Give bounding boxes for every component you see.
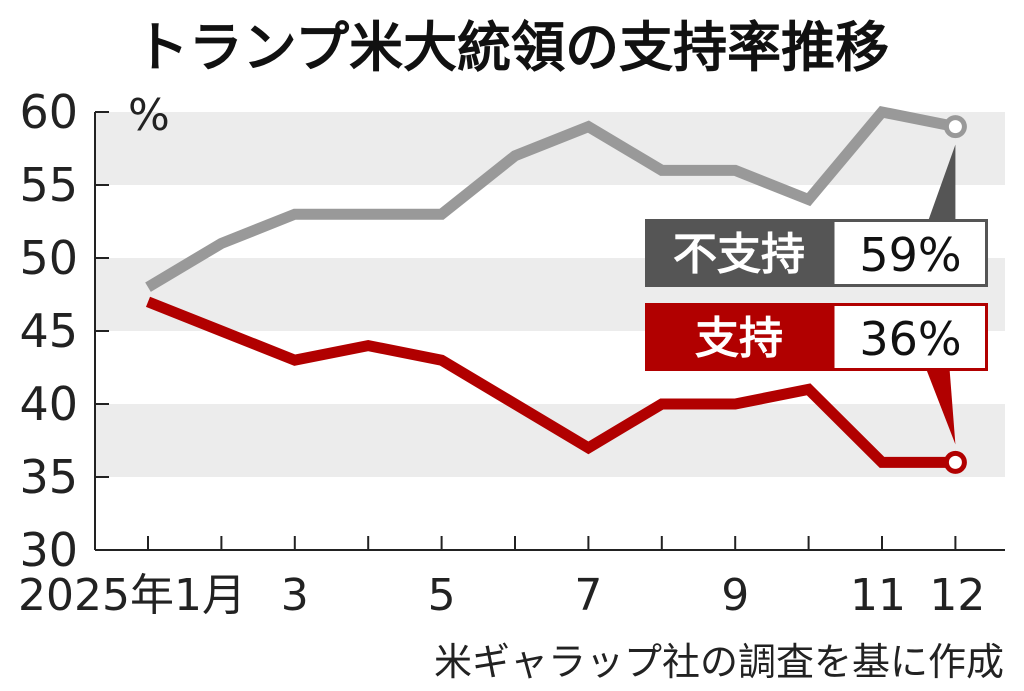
disapprove-value-box <box>831 219 988 287</box>
approve-end-marker <box>943 450 967 474</box>
disapprove-label-box <box>645 219 833 287</box>
x-tick-label: 3 <box>281 570 309 621</box>
chart-title: トランプ米大統領の支持率推移 <box>135 16 889 79</box>
y-tick-label: 60 <box>19 85 78 139</box>
y-tick-label: 45 <box>19 304 78 358</box>
y-unit-label: % <box>128 90 170 141</box>
disapprove-legend-name: 不支持 <box>673 229 805 280</box>
disapprove-end-marker <box>943 115 967 139</box>
x-axis-ticks: 2025年1月 3 5 7 9 11 12 <box>18 536 985 621</box>
disapprove-legend-value: 59% <box>859 228 961 282</box>
disapprove-pointer <box>927 144 956 223</box>
x-tick-label: 2025年1月 <box>18 570 246 621</box>
source-note: 米ギャラップ社の調査を基に作成 <box>434 640 1004 684</box>
x-tick-label: 7 <box>574 570 602 621</box>
y-tick-label: 35 <box>19 450 78 504</box>
y-axis-ticks: 30 35 40 45 50 55 60 <box>19 85 109 577</box>
approve-legend-value: 36% <box>859 312 961 366</box>
x-tick-label: 12 <box>929 570 985 621</box>
approve-pointer <box>925 367 956 445</box>
series-lines <box>145 105 967 474</box>
approve-line <box>145 296 956 468</box>
approve-value-box <box>831 303 988 371</box>
disapprove-line <box>145 105 957 292</box>
x-tick-label: 9 <box>721 570 749 621</box>
approve-legend-name: 支持 <box>695 313 783 364</box>
legend: 不支持 59% 支持 36% <box>645 144 988 445</box>
y-tick-label: 50 <box>19 231 78 285</box>
x-tick-label: 11 <box>850 570 906 621</box>
approve-label-box <box>645 303 833 371</box>
grid-band <box>95 404 1005 477</box>
y-tick-label: 30 <box>19 523 78 577</box>
y-tick-label: 55 <box>19 158 78 212</box>
y-tick-label: 40 <box>19 377 78 431</box>
x-tick-label: 5 <box>428 570 456 621</box>
